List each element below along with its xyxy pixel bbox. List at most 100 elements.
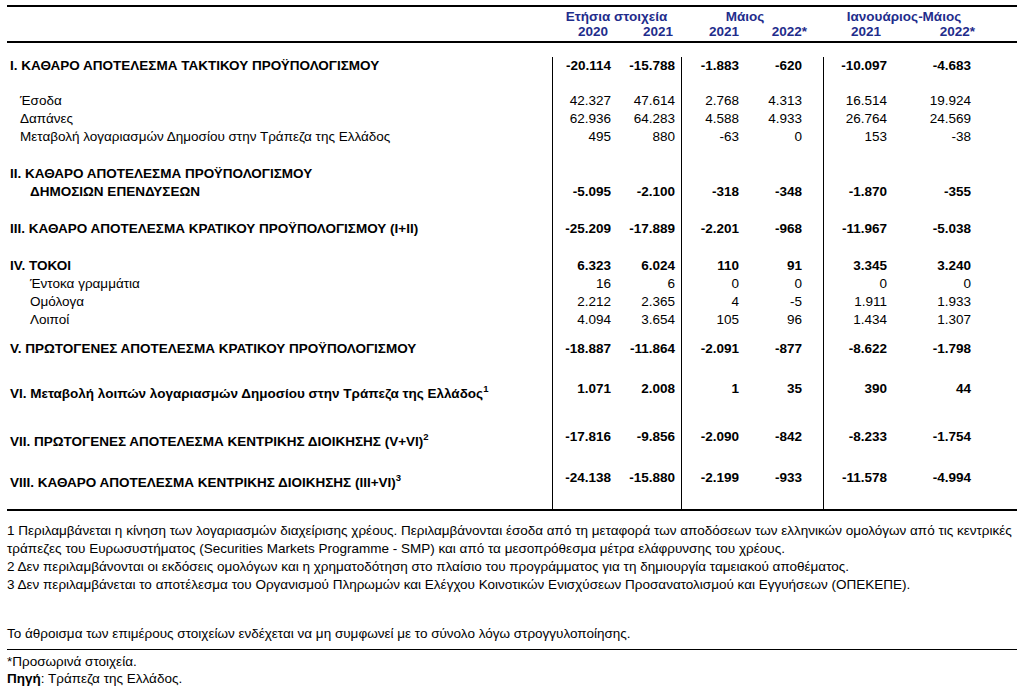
cell-may-2021: -2.090 — [681, 428, 741, 451]
table-row: Λοιποί 4.094 3.654 105 96 1.434 1.307 — [7, 311, 1017, 329]
table-row: Μεταβολή λογαριασμών Δημοσίου στην Τράπε… — [7, 128, 1017, 146]
cell-may-2021: -2.091 — [681, 340, 741, 358]
cell-janmay-2022: 1.307 — [895, 311, 1019, 329]
cell-janmay-2022: 3.240 — [895, 257, 1019, 275]
cell-janmay-2022: -4.994 — [895, 469, 1019, 492]
source-text: : Τράπεζα της Ελλάδος. — [41, 671, 182, 686]
cell-annual-2020: 495 — [552, 128, 614, 146]
row-label: VI. Μεταβολή λοιπών λογαριασμών Δημοσίου… — [7, 380, 552, 403]
table-row: Έσοδα 42.327 47.614 2.768 4.313 16.514 1… — [7, 92, 1017, 110]
cell-may-2022: -348 — [741, 183, 823, 201]
cell-may-2021: 4.588 — [681, 110, 741, 128]
cell-annual-2020: -24.138 — [552, 469, 614, 492]
cell-janmay-2021: -10.097 — [823, 57, 895, 75]
cell-janmay-2022: 1.933 — [895, 293, 1019, 311]
cell-annual-2020: -5.095 — [552, 183, 614, 201]
year-header: 2020 — [552, 24, 614, 41]
column-separator — [552, 57, 553, 509]
cell-may-2022: 96 — [741, 311, 823, 329]
row-label: IV. ΤΟΚΟΙ — [7, 257, 552, 275]
provisional-rule — [7, 649, 1017, 650]
row-label: Μεταβολή λογαριασμών Δημοσίου στην Τράπε… — [7, 128, 552, 146]
cell-janmay-2021: -11.967 — [823, 220, 895, 238]
cell-may-2022: 0 — [741, 128, 823, 146]
year-header: 2021 — [614, 24, 681, 41]
table-body: I. ΚΑΘΑΡΟ ΑΠΟΤΕΛΕΣΜΑ ΤΑΚΤΙΚΟΥ ΠΡΟΫΠΟΛΟΓΙ… — [7, 57, 1017, 509]
cell-annual-2020: 62.936 — [552, 110, 614, 128]
cell-annual-2021: -17.889 — [614, 220, 681, 238]
cell-annual-2021: 6 — [614, 275, 681, 293]
table-row: IV. ΤΟΚΟΙ 6.323 6.024 110 91 3.345 3.240 — [7, 257, 1017, 275]
cell-annual-2021: 64.283 — [614, 110, 681, 128]
cell-janmay-2022: 19.924 — [895, 92, 1019, 110]
cell-janmay-2022: 0 — [895, 275, 1019, 293]
year-header: 2021 — [823, 24, 895, 41]
table-row: Ομόλογα 2.212 2.365 4 -5 1.911 1.933 — [7, 293, 1017, 311]
column-group-jan-may: Ιανουάριος-Μάιος — [823, 7, 1019, 24]
cell-annual-2021: -11.864 — [614, 340, 681, 358]
cell-may-2022: -5 — [741, 293, 823, 311]
table-row: Δαπάνες 62.936 64.283 4.588 4.933 26.764… — [7, 110, 1017, 128]
cell-janmay-2022: -4.683 — [895, 57, 1019, 75]
footnote-1: 1 Περιλαμβάνεται η κίνηση των λογαριασμώ… — [7, 522, 1017, 558]
budget-results-document: Ετήσια στοιχεία Μάιος Ιανουάριος-Μάιος 2… — [0, 0, 1024, 686]
cell-may-2022 — [741, 165, 823, 183]
header-rule — [7, 41, 1017, 43]
row-label: VII. ΠΡΩΤΟΓΕΝΕΣ ΑΠΟΤΕΛΕΣΜΑ ΚΕΝΤΡΙΚΗΣ ΔΙΟ… — [7, 428, 552, 451]
row-label: Έντοκα γραμμάτια — [7, 275, 552, 293]
cell-annual-2021: -9.856 — [614, 428, 681, 451]
table-row: ΔΗΜΟΣΙΩΝ ΕΠΕΝΔΥΣΕΩΝ -5.095 -2.100 -318 -… — [7, 183, 1017, 201]
cell-annual-2021: -15.788 — [614, 57, 681, 75]
cell-annual-2021: 2.008 — [614, 380, 681, 403]
rounding-note: Το άθροισμα των επιμέρους στοιχείων ενδέ… — [7, 625, 1017, 643]
table-row: Έντοκα γραμμάτια 16 6 0 0 0 0 — [7, 275, 1017, 293]
cell-may-2022: -933 — [741, 469, 823, 492]
cell-janmay-2022: -38 — [895, 128, 1019, 146]
cell-janmay-2022 — [895, 165, 1019, 183]
row-label: ΔΗΜΟΣΙΩΝ ΕΠΕΝΔΥΣΕΩΝ — [7, 183, 552, 201]
table-end-rule — [7, 509, 1017, 511]
cell-janmay-2021 — [823, 165, 895, 183]
footnote-3: 3 Δεν περιλαμβάνεται το αποτέλεσμα του Ο… — [7, 576, 1017, 594]
cell-may-2022: 35 — [741, 380, 823, 403]
cell-annual-2020: -20.114 — [552, 57, 614, 75]
table-row: VIII. ΚΑΘΑΡΟ ΑΠΟΤΕΛΕΣΜΑ ΚΕΝΤΡΙΚΗΣ ΔΙΟΙΚΗ… — [7, 469, 1017, 492]
cell-annual-2021: 47.614 — [614, 92, 681, 110]
column-group-annual: Ετήσια στοιχεία — [552, 7, 681, 24]
footnotes: 1 Περιλαμβάνεται η κίνηση των λογαριασμώ… — [7, 522, 1017, 594]
table-row: II. ΚΑΘΑΡΟ ΑΠΟΤΕΛΕΣΜΑ ΠΡΟΫΠΟΛΟΓΙΣΜΟΥ — [7, 165, 1017, 183]
row-label: VIII. ΚΑΘΑΡΟ ΑΠΟΤΕΛΕΣΜΑ ΚΕΝΤΡΙΚΗΣ ΔΙΟΙΚΗ… — [7, 469, 552, 492]
footnote-2: 2 Δεν περιλαμβάνονται οι εκδόσεις ομολόγ… — [7, 558, 1017, 576]
column-separator — [681, 57, 682, 509]
cell-may-2021: 110 — [681, 257, 741, 275]
cell-annual-2020: 4.094 — [552, 311, 614, 329]
cell-may-2021: -1.883 — [681, 57, 741, 75]
cell-annual-2021: 2.365 — [614, 293, 681, 311]
row-label: Έσοδα — [7, 92, 552, 110]
cell-may-2022: 91 — [741, 257, 823, 275]
row-label: II. ΚΑΘΑΡΟ ΑΠΟΤΕΛΕΣΜΑ ΠΡΟΫΠΟΛΟΓΙΣΜΟΥ — [7, 165, 552, 183]
table-row: VI. Μεταβολή λοιπών λογαριασμών Δημοσίου… — [7, 380, 1017, 403]
cell-annual-2020 — [552, 165, 614, 183]
source-label: Πηγή — [7, 671, 41, 686]
cell-may-2021: -2.199 — [681, 469, 741, 492]
row-label: Λοιποί — [7, 311, 552, 329]
table-row: I. ΚΑΘΑΡΟ ΑΠΟΤΕΛΕΣΜΑ ΤΑΚΤΙΚΟΥ ΠΡΟΫΠΟΛΟΓΙ… — [7, 57, 1017, 75]
row-label: I. ΚΑΘΑΡΟ ΑΠΟΤΕΛΕΣΜΑ ΤΑΚΤΙΚΟΥ ΠΡΟΫΠΟΛΟΓΙ… — [7, 57, 552, 75]
cell-janmay-2021: 1.911 — [823, 293, 895, 311]
cell-may-2021: -2.201 — [681, 220, 741, 238]
cell-may-2021: 105 — [681, 311, 741, 329]
cell-janmay-2022: -1.798 — [895, 340, 1019, 358]
cell-janmay-2021: 1.434 — [823, 311, 895, 329]
table-header: Ετήσια στοιχεία Μάιος Ιανουάριος-Μάιος 2… — [7, 7, 1017, 41]
cell-annual-2021: 6.024 — [614, 257, 681, 275]
cell-may-2021: 0 — [681, 275, 741, 293]
cell-annual-2021: 880 — [614, 128, 681, 146]
cell-annual-2020: 42.327 — [552, 92, 614, 110]
cell-annual-2020: 2.212 — [552, 293, 614, 311]
cell-janmay-2022: 24.569 — [895, 110, 1019, 128]
cell-janmay-2021: 16.514 — [823, 92, 895, 110]
cell-janmay-2021: 26.764 — [823, 110, 895, 128]
row-label: V. ΠΡΩΤΟΓΕΝΕΣ ΑΠΟΤΕΛΕΣΜΑ ΚΡΑΤΙΚΟΥ ΠΡΟΫΠΟ… — [7, 340, 552, 358]
year-header: 2021 — [681, 24, 741, 41]
